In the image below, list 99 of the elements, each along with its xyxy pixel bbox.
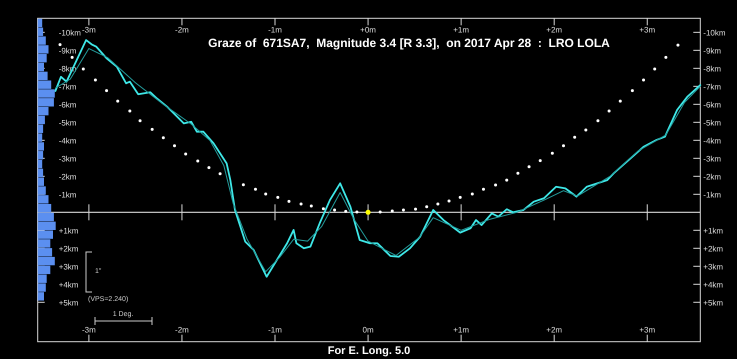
y-tick-label: +3km <box>58 262 79 272</box>
point <box>322 207 325 210</box>
y2-tick-label: +4km <box>703 280 724 290</box>
point <box>608 109 611 112</box>
point <box>642 78 646 82</box>
text: Graze of 671SA7, Magnitude 3.4 [R 3.3], on 2017 Apr 28 : LRO LOLA <box>208 36 610 50</box>
y-tick-label: -5km <box>58 118 77 128</box>
point <box>482 188 485 191</box>
x-tick-label: +2m <box>546 326 562 335</box>
point <box>402 208 405 212</box>
y2-tick-label: +1km <box>703 226 724 236</box>
x2-tick-label: -3m <box>82 25 96 34</box>
point <box>584 128 588 132</box>
point <box>70 56 74 59</box>
point <box>630 89 634 92</box>
y2-tick-label: +3km <box>703 262 724 272</box>
point <box>505 178 508 182</box>
y-tick-label: -10km <box>58 28 82 38</box>
point <box>264 192 268 196</box>
point <box>184 152 188 156</box>
point <box>355 210 358 214</box>
point <box>448 199 451 202</box>
point <box>550 152 554 155</box>
point <box>242 183 245 186</box>
point <box>425 205 428 208</box>
y-tick-label: +5km <box>58 298 79 308</box>
point <box>436 202 440 206</box>
point <box>82 68 85 71</box>
y2-tick-label: +2km <box>703 244 724 254</box>
y-tick-label: -6km <box>58 100 77 110</box>
point <box>458 196 462 199</box>
x-tick-label: +3m <box>639 326 656 335</box>
point <box>162 136 165 140</box>
x-tick-label: -2m <box>175 326 190 335</box>
point <box>344 210 348 213</box>
y-tick-label: +2km <box>58 244 79 254</box>
point <box>516 172 520 175</box>
point <box>366 210 371 215</box>
point <box>676 44 680 47</box>
y2-tick-label: -9km <box>703 46 722 56</box>
x-tick-label: +1m <box>453 326 470 335</box>
point <box>414 208 418 211</box>
y-tick-label: -1km <box>58 190 77 200</box>
point <box>94 78 97 82</box>
y-tick-label: -3km <box>58 154 77 164</box>
y2-tick-label: -10km <box>703 28 726 38</box>
y-tick-label: +4km <box>58 280 79 290</box>
point <box>150 128 154 131</box>
y2-tick-label: -7km <box>703 82 722 92</box>
point <box>618 100 622 103</box>
y2-tick-label: +5km <box>703 298 724 308</box>
y2-tick-label: -1km <box>703 190 722 200</box>
y2-tick-label: -3km <box>703 154 722 164</box>
point <box>254 188 257 191</box>
point <box>218 172 222 176</box>
y2-tick-label: -8km <box>703 64 722 74</box>
y2-tick-label: -2km <box>703 172 722 182</box>
x2-tick-label: +2m <box>546 25 562 34</box>
point <box>562 144 565 148</box>
y-tick-label: -9km <box>58 46 77 56</box>
y2-tick-label: -4km <box>703 136 722 146</box>
point <box>390 210 394 213</box>
point <box>276 196 280 199</box>
point <box>128 109 132 112</box>
text: For E. Long. 5.0 <box>328 345 410 357</box>
y-tick-label: +1km <box>58 226 79 236</box>
point <box>528 165 531 168</box>
point <box>105 89 108 92</box>
point <box>287 200 290 203</box>
x2-tick-label: +0m <box>360 25 376 34</box>
point <box>333 208 336 212</box>
x2-tick-label: -1m <box>268 25 282 34</box>
point <box>573 136 576 139</box>
x2-tick-label: +3m <box>639 25 656 34</box>
x2-tick-label: -2m <box>175 25 190 34</box>
y2-tick-label: -5km <box>703 118 722 128</box>
x-tick-label: -1m <box>268 326 282 335</box>
point <box>470 192 474 196</box>
point <box>173 144 176 148</box>
y-tick-label: -7km <box>58 82 77 92</box>
point <box>664 56 668 59</box>
point <box>378 210 382 214</box>
point <box>116 100 120 103</box>
point <box>300 202 303 206</box>
x-tick-label: 0m <box>362 326 374 335</box>
point <box>596 119 600 122</box>
point <box>138 119 142 122</box>
point <box>207 166 210 170</box>
y-tick-label: -2km <box>58 172 77 182</box>
point <box>58 43 62 46</box>
y2-tick-label: -6km <box>703 100 722 110</box>
point <box>538 159 542 162</box>
x2-tick-label: +1m <box>453 25 470 34</box>
point <box>196 160 200 163</box>
point <box>310 204 313 208</box>
x-tick-label: -3m <box>82 326 96 335</box>
point <box>494 183 498 186</box>
point <box>653 68 656 71</box>
y-tick-label: -4km <box>58 136 77 146</box>
